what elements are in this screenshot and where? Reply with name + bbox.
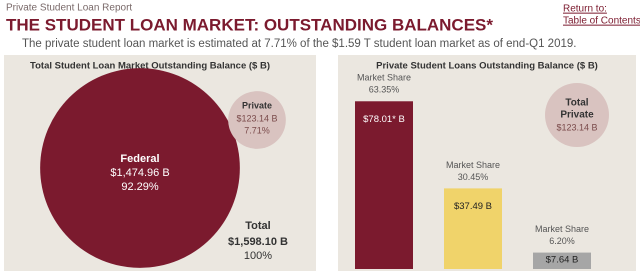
bar-value: $7.64 B xyxy=(546,255,579,266)
chart-title: Private Student Loans Outstanding Balanc… xyxy=(376,61,598,72)
bubble xyxy=(40,68,240,268)
bar-value: $37.49 B xyxy=(454,201,492,212)
total-label: Private xyxy=(560,110,594,121)
total-label: Total xyxy=(245,220,270,232)
bar xyxy=(533,252,591,269)
share-label: 6.20% xyxy=(549,236,575,246)
total-label: Total xyxy=(565,98,588,109)
share-caption: Market Share xyxy=(446,160,500,170)
total-share: 100% xyxy=(244,250,272,262)
bubble-share: 92.29% xyxy=(121,181,159,193)
share-label: 30.45% xyxy=(458,172,489,182)
toc-link[interactable]: Return to: xyxy=(563,4,607,15)
share-label: 63.35% xyxy=(369,85,400,95)
bubble-value: $123.14 B xyxy=(236,113,277,123)
bubble-share: 7.71% xyxy=(244,125,270,135)
page-title: THE STUDENT LOAN MARKET: OUTSTANDING BAL… xyxy=(6,15,493,34)
share-caption: Market Share xyxy=(357,73,411,83)
total-value: $1,598.10 B xyxy=(228,236,288,248)
total-bubble xyxy=(545,83,609,147)
bubble-label: Private xyxy=(242,100,272,110)
bubble xyxy=(228,91,286,149)
total-value: $123.14 B xyxy=(556,122,597,132)
subtitle: The private student loan market is estim… xyxy=(22,38,576,50)
bar xyxy=(444,188,502,269)
bar-value: $78.01* B xyxy=(363,114,405,125)
bar xyxy=(355,101,413,269)
report-name: Private Student Loan Report xyxy=(6,3,132,14)
bubble-label: Federal xyxy=(120,153,159,165)
share-caption: Market Share xyxy=(535,224,589,234)
toc-link[interactable]: Table of Contents xyxy=(563,16,640,27)
chart-title: Total Student Loan Market Outstanding Ba… xyxy=(30,61,270,72)
bubble-value: $1,474.96 B xyxy=(110,167,169,179)
